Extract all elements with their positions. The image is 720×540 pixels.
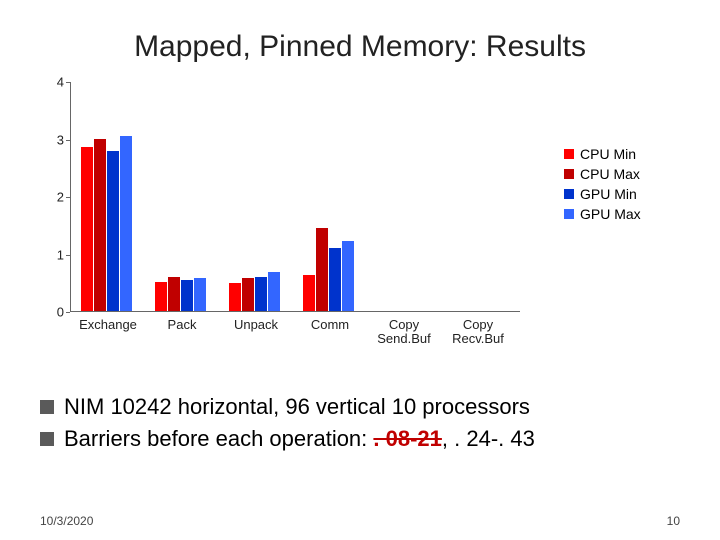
strike-text: . 08-21 [373, 426, 442, 451]
bar [94, 139, 106, 312]
bar [229, 283, 241, 311]
bar-group [81, 136, 132, 311]
swatch-icon [564, 149, 574, 159]
bullet-list: NIM 10242 horizontal, 96 vertical 10 pro… [40, 394, 680, 452]
bullet-rest: . 24-. 43 [454, 426, 535, 451]
bar [120, 136, 132, 311]
bar-group [303, 228, 354, 311]
bar [81, 147, 93, 311]
legend-item: GPU Max [564, 206, 641, 222]
bar [342, 241, 354, 311]
legend-item: GPU Min [564, 186, 641, 202]
bullet-icon [40, 400, 54, 414]
bar [242, 278, 254, 311]
legend: CPU Min CPU Max GPU Min GPU Max [564, 142, 641, 226]
xlabel: CopySend.Buf [368, 318, 440, 347]
footer-page: 10 [667, 514, 680, 528]
bar [316, 228, 328, 311]
page-title: Mapped, Pinned Memory: Results [40, 30, 680, 64]
legend-label: CPU Max [580, 166, 640, 182]
bar-group [155, 277, 206, 312]
bar [181, 280, 193, 311]
legend-item: CPU Max [564, 166, 641, 182]
bullet-prefix: Barriers before each operation: [64, 426, 373, 451]
legend-label: GPU Max [580, 206, 641, 222]
xlabel: Comm [294, 318, 366, 332]
bar [168, 277, 180, 312]
bar-group [229, 272, 280, 311]
plot-area [70, 82, 520, 312]
slide: Mapped, Pinned Memory: Results 01234 Exc… [0, 0, 720, 540]
bullet-item: Barriers before each operation: . 08-21,… [40, 426, 680, 452]
legend-label: CPU Min [580, 146, 636, 162]
bullet-item: NIM 10242 horizontal, 96 vertical 10 pro… [40, 394, 680, 420]
bullet-icon [40, 432, 54, 446]
bar [303, 275, 315, 311]
swatch-icon [564, 169, 574, 179]
bullet-mid: , [442, 426, 454, 451]
footer: 10/3/2020 10 [40, 514, 680, 528]
xlabel: Pack [146, 318, 218, 332]
xlabel: Unpack [220, 318, 292, 332]
legend-label: GPU Min [580, 186, 637, 202]
swatch-icon [564, 209, 574, 219]
bar [255, 277, 267, 312]
bullet-text: Barriers before each operation: . 08-21,… [64, 426, 535, 452]
bullet-text: NIM 10242 horizontal, 96 vertical 10 pro… [64, 394, 530, 420]
xlabel: CopyRecv.Buf [442, 318, 514, 347]
xlabel: Exchange [72, 318, 144, 332]
bar [329, 248, 341, 311]
footer-date: 10/3/2020 [40, 514, 93, 528]
swatch-icon [564, 189, 574, 199]
legend-item: CPU Min [564, 146, 641, 162]
bar-chart: 01234 ExchangePackUnpackCommCopySend.Buf… [40, 82, 540, 352]
bar [155, 282, 167, 311]
chart-region: 01234 ExchangePackUnpackCommCopySend.Buf… [40, 82, 680, 352]
bar [194, 278, 206, 311]
bar [107, 151, 119, 311]
bar [268, 272, 280, 311]
